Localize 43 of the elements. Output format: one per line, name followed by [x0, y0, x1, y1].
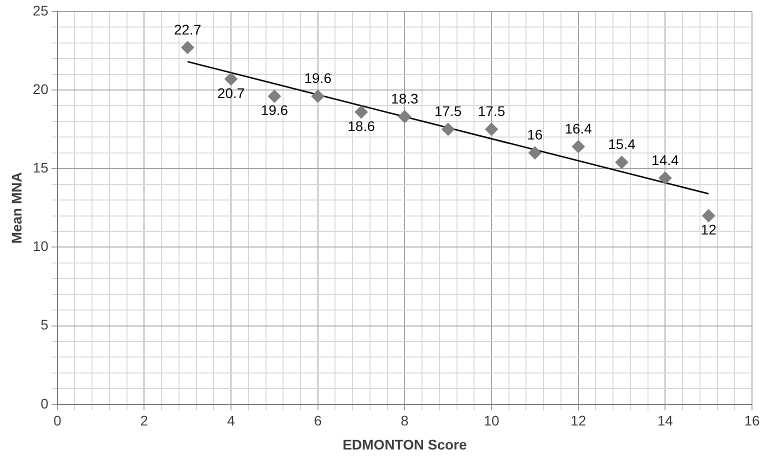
data-label: 16 — [527, 126, 543, 143]
point — [658, 172, 672, 185]
y-tick-label: 10 — [32, 238, 49, 254]
data-label: 17.5 — [478, 103, 506, 120]
point — [572, 140, 585, 154]
x-tick-label: 14 — [657, 412, 674, 429]
x-tick-label: 16 — [744, 412, 760, 429]
y-tick-label: 25 — [32, 2, 49, 18]
data-label: 12 — [700, 222, 717, 238]
data-label: 17.5 — [434, 103, 462, 120]
data-label: 18.3 — [391, 90, 419, 107]
point — [224, 72, 238, 86]
x-tick-label: 10 — [484, 412, 500, 429]
data-label: 15.4 — [608, 136, 636, 152]
data-label: 16.4 — [564, 120, 592, 136]
data-label: 14.4 — [652, 152, 680, 168]
x-tick-label: 12 — [570, 412, 586, 429]
point — [485, 122, 498, 136]
x-tick-label: 2 — [140, 412, 148, 429]
x-tick-label: 4 — [227, 412, 236, 429]
x-tick-label: 6 — [314, 412, 322, 429]
x-tick-label: 8 — [400, 412, 409, 429]
point — [398, 110, 412, 124]
data-label: 19.6 — [260, 102, 288, 118]
point — [702, 209, 716, 222]
data-label: 20.7 — [217, 84, 245, 101]
point — [354, 106, 368, 119]
point — [181, 41, 194, 54]
data-label: 22.7 — [174, 21, 202, 38]
data-label: 19.6 — [304, 70, 332, 86]
point — [268, 90, 281, 103]
point — [615, 156, 628, 169]
x-tick-label: 0 — [53, 412, 62, 429]
y-tick-label: 0 — [40, 395, 49, 412]
point — [442, 122, 455, 136]
x-axis-title: EDMONTON Score — [342, 436, 467, 452]
y-axis-title: Mean MNA — [8, 172, 24, 244]
point — [528, 146, 542, 160]
y-tick-label: 5 — [40, 316, 49, 333]
y-tick-label: 20 — [32, 80, 49, 97]
data-label: 18.6 — [348, 118, 376, 134]
point — [311, 90, 324, 103]
y-tick-label: 15 — [32, 159, 49, 176]
